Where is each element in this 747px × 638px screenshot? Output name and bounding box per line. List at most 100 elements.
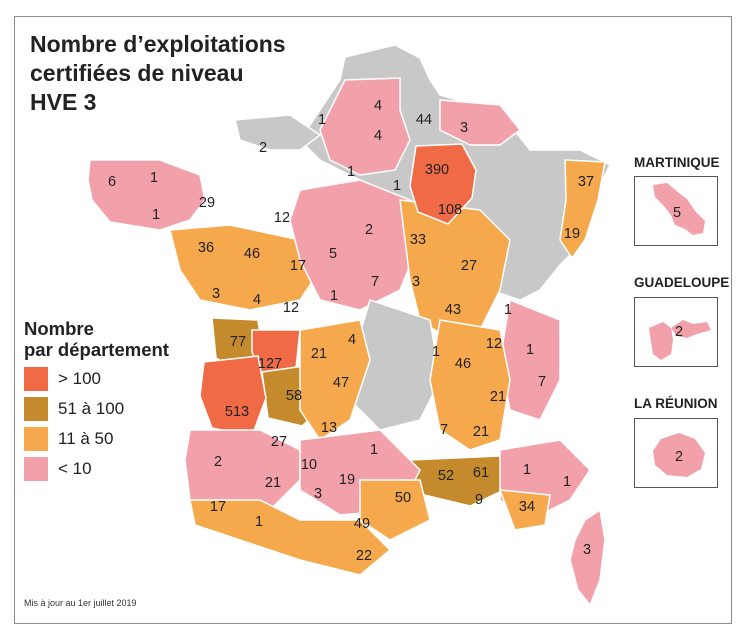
legend-title-line-2: par département bbox=[24, 339, 169, 360]
department-value-label: 1 bbox=[347, 164, 355, 180]
department-value-label: 1 bbox=[393, 178, 401, 194]
reunion-box: 2 bbox=[634, 418, 718, 488]
map-title: Nombre d’exploitations certifiées de niv… bbox=[30, 30, 350, 117]
department-value-label: 1 bbox=[523, 462, 531, 478]
department-value-label: 19 bbox=[564, 226, 580, 242]
title-line-3: HVE 3 bbox=[30, 89, 97, 115]
legend-label-lt10: < 10 bbox=[58, 459, 92, 478]
martinique-title: MARTINIQUE bbox=[634, 155, 720, 170]
department-value-label: 1 bbox=[432, 344, 440, 360]
region-champagne-red bbox=[409, 143, 477, 225]
department-value-label: 77 bbox=[230, 334, 246, 350]
legend-swatch-11to50 bbox=[24, 427, 48, 451]
department-value-label: 2 bbox=[365, 222, 373, 238]
legend: Nombre par département > 100 51 à 100 11… bbox=[24, 318, 214, 486]
department-value-label: 3 bbox=[314, 486, 322, 502]
martinique-box: 5 bbox=[634, 176, 718, 246]
region-var-orange bbox=[498, 489, 551, 531]
legend-item-11to50: 11 à 50 bbox=[24, 426, 214, 452]
department-value-label: 21 bbox=[265, 475, 281, 491]
legend-title-line-1: Nombre bbox=[24, 318, 94, 339]
department-value-label: 127 bbox=[258, 356, 282, 372]
legend-swatch-51to100 bbox=[24, 397, 48, 421]
department-value-label: 7 bbox=[440, 422, 448, 438]
department-value-label: 17 bbox=[290, 258, 306, 274]
department-value-label: 33 bbox=[410, 232, 426, 248]
legend-label-51to100: 51 à 100 bbox=[58, 399, 125, 418]
department-value-label: 5 bbox=[329, 246, 337, 262]
region-pyrenees-orange bbox=[189, 499, 392, 576]
title-line-2: certifiées de niveau bbox=[30, 60, 244, 86]
department-value-label: 1 bbox=[150, 170, 158, 186]
department-value-label: 34 bbox=[519, 499, 535, 515]
region-brittany-pink bbox=[87, 159, 206, 231]
department-value-label: 1 bbox=[318, 112, 326, 128]
martinique-shape: 5 bbox=[653, 183, 705, 235]
reunion-value: 2 bbox=[675, 449, 683, 465]
region-limousin-orange bbox=[299, 319, 371, 442]
department-value-label: 44 bbox=[416, 112, 432, 128]
legend-item-gt100: > 100 bbox=[24, 366, 214, 392]
department-value-label: 46 bbox=[455, 356, 471, 372]
department-value-label: 12 bbox=[486, 336, 502, 352]
department-value-label: 1 bbox=[255, 514, 263, 530]
region-normandy-grey bbox=[234, 114, 322, 151]
department-value-label: 22 bbox=[356, 548, 372, 564]
footnote: Mis à jour au 1er juillet 2019 bbox=[24, 598, 137, 608]
legend-item-lt10: < 10 bbox=[24, 456, 214, 482]
department-value-label: 1 bbox=[330, 288, 338, 304]
department-value-label: 9 bbox=[475, 492, 483, 508]
department-value-label: 513 bbox=[225, 404, 249, 420]
department-value-label: 36 bbox=[198, 240, 214, 256]
region-alps-pink bbox=[499, 298, 561, 421]
department-value-label: 21 bbox=[490, 389, 506, 405]
department-value-label: 29 bbox=[199, 195, 215, 211]
region-rhone-orange bbox=[429, 319, 511, 451]
department-value-label: 7 bbox=[371, 274, 379, 290]
department-value-label: 37 bbox=[578, 174, 594, 190]
department-value-label: 17 bbox=[210, 499, 226, 515]
department-value-label: 50 bbox=[395, 490, 411, 506]
department-value-label: 19 bbox=[339, 472, 355, 488]
department-value-label: 4 bbox=[374, 128, 382, 144]
department-value-label: 4 bbox=[374, 98, 382, 114]
department-value-label: 4 bbox=[348, 332, 356, 348]
legend-swatch-gt100 bbox=[24, 367, 48, 391]
department-regions bbox=[87, 44, 612, 607]
department-value-label: 12 bbox=[283, 300, 299, 316]
department-value-label: 61 bbox=[473, 465, 489, 481]
legend-label-11to50: 11 à 50 bbox=[58, 429, 114, 448]
region-corsica-pink bbox=[569, 508, 606, 607]
legend-title: Nombre par département bbox=[24, 318, 214, 360]
legend-swatch-lt10 bbox=[24, 457, 48, 481]
title-line-1: Nombre d’exploitations bbox=[30, 31, 286, 57]
department-value-label: 3 bbox=[583, 542, 591, 558]
department-value-label: 21 bbox=[311, 346, 327, 362]
department-value-label: 1 bbox=[526, 342, 534, 358]
department-value-label: 1 bbox=[504, 302, 512, 318]
department-value-label: 43 bbox=[445, 302, 461, 318]
region-lorraine-pink bbox=[439, 99, 522, 146]
department-value-label: 3 bbox=[212, 286, 220, 302]
department-value-label: 390 bbox=[425, 162, 449, 178]
region-north-pink bbox=[319, 77, 411, 176]
department-value-label: 58 bbox=[286, 388, 302, 404]
department-value-label: 47 bbox=[333, 375, 349, 391]
reunion-title: LA RÉUNION bbox=[634, 396, 718, 411]
department-value-label: 3 bbox=[460, 120, 468, 136]
region-centre-pink bbox=[289, 179, 421, 311]
department-value-label: 27 bbox=[271, 434, 287, 450]
department-value-label: 13 bbox=[321, 420, 337, 436]
department-value-label: 1 bbox=[563, 474, 571, 490]
department-value-label: 4 bbox=[253, 292, 261, 308]
region-languedoc-orange bbox=[359, 479, 431, 541]
guadeloupe-box: 2 bbox=[634, 297, 718, 367]
department-value-label: 49 bbox=[354, 516, 370, 532]
department-value-label: 1 bbox=[370, 442, 378, 458]
legend-item-51to100: 51 à 100 bbox=[24, 396, 214, 422]
region-west-orange bbox=[169, 224, 321, 311]
department-value-label: 12 bbox=[274, 210, 290, 226]
department-value-label: 7 bbox=[538, 374, 546, 390]
